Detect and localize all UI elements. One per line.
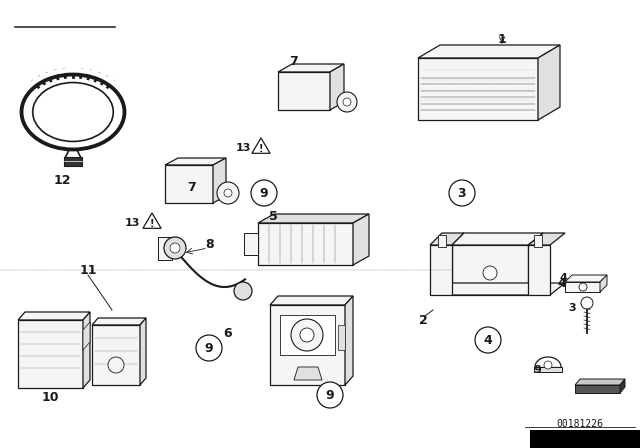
Text: 10: 10 [41,391,59,404]
Polygon shape [252,138,270,153]
Polygon shape [452,233,543,245]
Polygon shape [620,379,625,393]
Text: 9: 9 [326,388,334,401]
Polygon shape [418,45,560,58]
Circle shape [337,92,357,112]
Text: 13: 13 [124,218,140,228]
Polygon shape [600,275,607,292]
Polygon shape [575,385,620,393]
Polygon shape [83,312,90,388]
Polygon shape [18,320,83,388]
Polygon shape [270,296,353,305]
Polygon shape [345,296,353,385]
Text: 2: 2 [419,314,428,327]
Text: 3: 3 [458,186,467,199]
Text: 11: 11 [79,263,97,276]
Text: 5: 5 [269,210,277,223]
Text: 7: 7 [188,181,196,194]
Text: !: ! [259,144,263,154]
Polygon shape [528,233,565,245]
Polygon shape [330,64,344,110]
Polygon shape [278,72,330,110]
Polygon shape [213,158,226,203]
Polygon shape [353,214,369,265]
Ellipse shape [31,82,115,142]
Polygon shape [534,367,562,372]
Polygon shape [83,322,90,350]
Circle shape [475,327,501,353]
Text: 9: 9 [205,341,213,354]
Polygon shape [530,430,640,448]
Polygon shape [278,64,344,72]
Polygon shape [143,213,161,228]
Polygon shape [430,283,565,295]
Text: 12: 12 [53,173,71,186]
Polygon shape [64,157,82,166]
Polygon shape [280,315,335,355]
Polygon shape [92,325,140,385]
Polygon shape [158,237,172,260]
Circle shape [224,189,232,197]
Polygon shape [538,45,560,120]
Circle shape [343,98,351,106]
Polygon shape [244,233,258,255]
Circle shape [579,283,587,291]
Text: 3: 3 [568,303,576,313]
Circle shape [483,266,497,280]
Circle shape [196,335,222,361]
Polygon shape [338,325,345,350]
Circle shape [449,180,475,206]
Circle shape [170,243,180,253]
Polygon shape [92,318,146,325]
Polygon shape [438,235,446,247]
Polygon shape [565,282,600,292]
Circle shape [581,297,593,309]
Text: 9: 9 [260,186,268,199]
Polygon shape [534,235,542,247]
Polygon shape [575,379,625,385]
Text: 00181226: 00181226 [557,419,604,429]
Circle shape [164,237,186,259]
Text: 8: 8 [205,237,214,250]
Polygon shape [165,165,213,203]
Text: 4: 4 [557,276,566,289]
Circle shape [544,361,552,369]
Polygon shape [418,58,538,120]
Polygon shape [430,233,464,245]
Polygon shape [165,158,226,165]
Circle shape [108,357,124,373]
Circle shape [217,182,239,204]
Circle shape [317,382,343,408]
Text: 4: 4 [559,273,567,283]
Circle shape [300,328,314,342]
Text: 9: 9 [533,365,541,375]
Polygon shape [18,312,90,320]
Text: !: ! [150,219,154,229]
Polygon shape [294,367,322,380]
Circle shape [291,319,323,351]
Polygon shape [452,245,528,295]
Polygon shape [565,275,607,282]
Polygon shape [258,214,369,223]
Text: 6: 6 [224,327,232,340]
Polygon shape [270,305,345,385]
Text: 7: 7 [290,55,298,68]
Polygon shape [430,245,452,295]
Polygon shape [528,245,550,295]
Text: 4: 4 [484,333,492,346]
Circle shape [234,282,252,300]
Polygon shape [140,318,146,385]
Circle shape [251,180,277,206]
Text: 13: 13 [236,143,251,153]
Polygon shape [258,223,353,265]
Text: 1: 1 [498,33,506,46]
